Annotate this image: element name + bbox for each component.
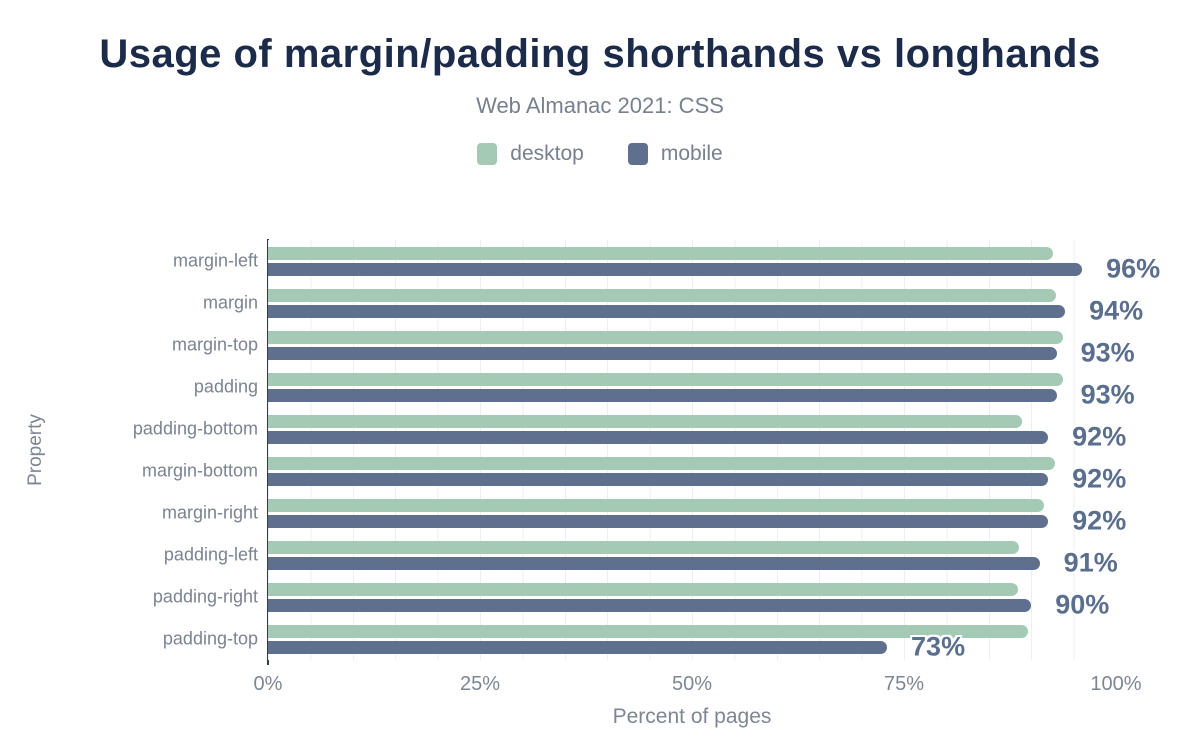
chart-subtitle: Web Almanac 2021: CSS <box>476 93 724 118</box>
legend: desktop mobile <box>0 142 1200 166</box>
bar-row: padding-right 90% <box>153 576 1116 620</box>
bar-desktop <box>268 498 1044 512</box>
category-label: padding <box>193 376 258 397</box>
bar-desktop <box>268 246 1054 260</box>
bar-desktop <box>268 288 1056 302</box>
bar-row: margin-top 93% <box>172 324 1135 368</box>
bar-row: padding-top 73% <box>163 618 1116 662</box>
bar-mobile <box>268 262 1083 276</box>
x-axis-title: Percent of pages <box>612 705 772 728</box>
bar-row: padding-bottom 92% <box>133 408 1126 452</box>
category-label: margin-bottom <box>141 460 258 481</box>
x-axis-tick-label: 25% <box>459 673 501 695</box>
category-label: padding-right <box>152 586 258 607</box>
bar-desktop <box>268 456 1055 470</box>
bar-desktop <box>268 330 1063 344</box>
bar-row: margin-right 92% <box>162 492 1126 536</box>
bar-row: padding-left 91% <box>164 534 1118 578</box>
value-label: 92% <box>1072 421 1127 452</box>
chart-title: Usage of margin/padding shorthands vs lo… <box>99 32 1101 76</box>
category-label: margin <box>202 292 258 313</box>
category-label: padding-top <box>162 628 258 649</box>
desktop-swatch-icon <box>477 143 498 165</box>
bar-mobile <box>268 598 1032 612</box>
bar-mobile <box>268 304 1066 318</box>
y-axis-title: Property <box>25 414 46 486</box>
category-label: margin-top <box>171 334 258 355</box>
value-label: 93% <box>1080 379 1135 410</box>
category-label: padding-left <box>163 544 258 565</box>
value-label: 90% <box>1055 589 1110 620</box>
bar-desktop <box>268 372 1064 386</box>
plot-area: margin-left 96% margin 94% margin-top 93% padd… <box>133 240 1160 728</box>
value-label: 91% <box>1063 547 1118 578</box>
bar-mobile <box>268 556 1040 570</box>
category-label: margin-left <box>172 250 258 271</box>
bar-mobile <box>268 388 1057 402</box>
value-label: 92% <box>1072 463 1127 494</box>
bar-row: padding 93% <box>194 366 1135 410</box>
x-axis-tick-label: 75% <box>883 673 925 695</box>
bar-mobile <box>268 514 1049 528</box>
bar-row: margin-bottom 92% <box>142 450 1126 494</box>
x-axis-tick-label: 0% <box>253 673 283 695</box>
legend-label-mobile: mobile <box>660 142 723 165</box>
bar-rows: margin-left 96% margin 94% margin-top 93% padd… <box>133 240 1160 662</box>
bar-mobile <box>268 430 1049 444</box>
value-label: 93% <box>1080 337 1135 368</box>
bar-desktop <box>268 414 1022 428</box>
bar-mobile <box>268 640 888 654</box>
legend-item-mobile: mobile <box>627 142 723 166</box>
x-axis-tick-label: 100% <box>1090 673 1142 695</box>
bar-row: margin 94% <box>203 282 1143 326</box>
category-label: margin-right <box>161 502 258 523</box>
bar-desktop <box>268 582 1019 596</box>
category-label: padding-bottom <box>132 418 258 439</box>
value-label: 73% <box>911 631 966 662</box>
value-label: 96% <box>1106 253 1161 284</box>
bar-desktop <box>268 624 1028 638</box>
x-axis-tick-label: 50% <box>671 673 713 695</box>
bar-desktop <box>268 540 1020 554</box>
legend-label-desktop: desktop <box>510 142 584 165</box>
bar-mobile <box>268 346 1057 360</box>
value-label: 94% <box>1089 295 1144 326</box>
legend-item-desktop: desktop <box>477 142 584 166</box>
mobile-swatch-icon <box>627 143 648 165</box>
value-label: 92% <box>1072 505 1127 536</box>
bar-mobile <box>268 472 1049 486</box>
bar-row: margin-left 96% <box>173 240 1160 284</box>
